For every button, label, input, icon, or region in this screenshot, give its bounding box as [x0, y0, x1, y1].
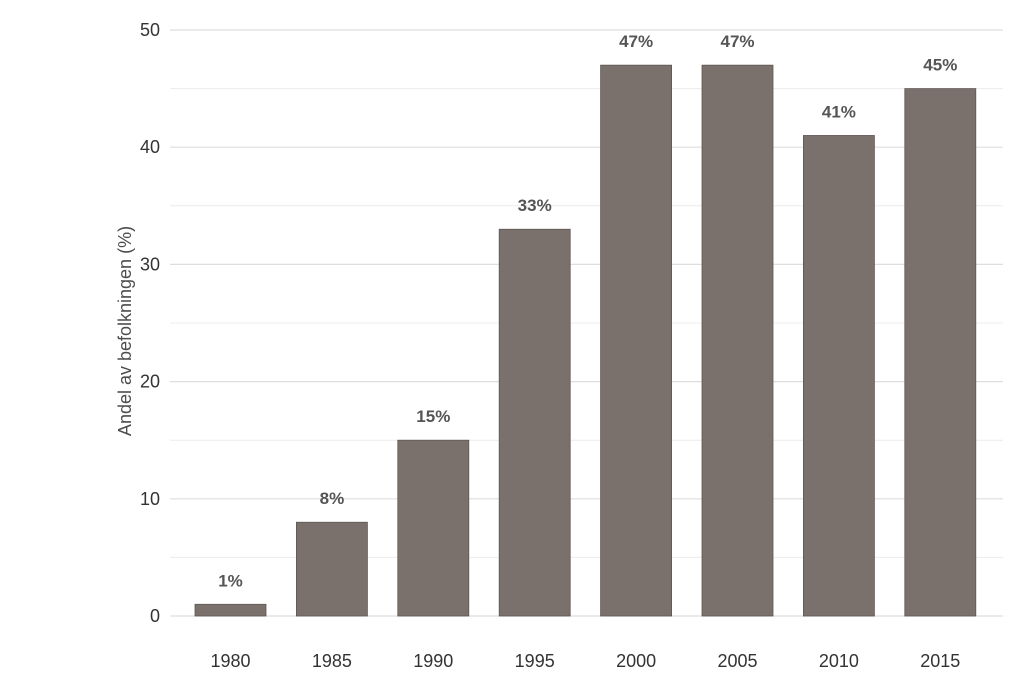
data-label: 15%	[416, 407, 450, 426]
x-tick-label: 2005	[717, 651, 757, 671]
y-tick-label: 30	[140, 254, 160, 274]
bar	[600, 64, 672, 617]
bar	[295, 521, 368, 617]
data-label: 33%	[518, 196, 552, 215]
data-labels: 1% 8% 15% 33% 47% 47% 41% 45%	[218, 32, 957, 590]
bar	[194, 603, 267, 617]
grid	[170, 29, 1003, 617]
bar	[498, 228, 571, 617]
x-tick-label: 1990	[413, 651, 453, 671]
bar	[803, 135, 875, 617]
x-tick-label: 2000	[616, 651, 656, 671]
bars	[194, 64, 977, 617]
data-label: 47%	[720, 32, 754, 51]
bar	[397, 439, 470, 617]
y-tick-label: 20	[140, 372, 160, 392]
data-label: 1%	[218, 571, 243, 590]
bar	[904, 88, 977, 617]
y-tick-label: 0	[150, 606, 160, 626]
y-tick-label: 40	[140, 137, 160, 157]
data-label: 45%	[923, 56, 957, 75]
x-tick-label: 1985	[312, 651, 352, 671]
y-axis-ticks: 0 10 20 30 40 50	[140, 20, 160, 626]
x-tick-label: 2010	[819, 651, 859, 671]
y-tick-label: 50	[140, 20, 160, 40]
x-tick-label: 2015	[920, 651, 960, 671]
y-tick-label: 10	[140, 489, 160, 509]
x-tick-label: 1995	[515, 651, 555, 671]
data-label: 8%	[320, 489, 345, 508]
data-label: 47%	[619, 32, 653, 51]
data-label: 41%	[822, 102, 856, 121]
bar	[701, 64, 774, 617]
x-axis-ticks: 1980 1985 1990 1995 2000 2005 2010 2015	[210, 651, 960, 671]
y-axis-title: Andel av befolkningen (%)	[115, 226, 135, 436]
x-tick-label: 1980	[210, 651, 250, 671]
